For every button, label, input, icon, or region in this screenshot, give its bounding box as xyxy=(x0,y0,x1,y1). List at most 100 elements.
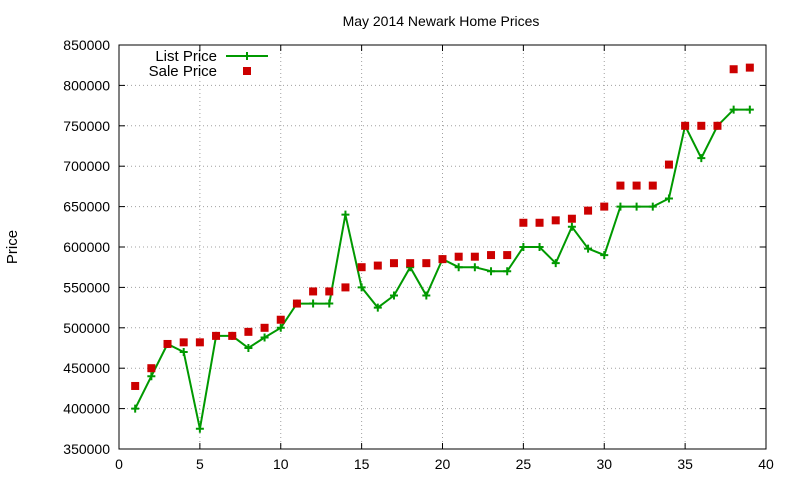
sale-price-point xyxy=(325,287,334,296)
list-price-point xyxy=(535,243,544,251)
x-tick-label: 10 xyxy=(273,456,289,472)
sale-price-point xyxy=(422,259,431,268)
list-price-point xyxy=(131,404,140,413)
list-price-point xyxy=(373,303,382,312)
sale-price-point xyxy=(228,331,237,340)
grid xyxy=(119,45,766,449)
chart-title: May 2014 Newark Home Prices xyxy=(343,13,540,29)
list-price-point xyxy=(244,344,253,352)
y-tick-label: 700000 xyxy=(63,158,110,174)
sale-price-point xyxy=(487,251,496,260)
sale-price-point xyxy=(713,121,722,130)
legend-marker-list-price xyxy=(243,52,251,60)
y-axis-label: Price xyxy=(4,230,21,264)
sale-price-point xyxy=(648,181,657,190)
sale-price-point xyxy=(551,216,560,225)
sale-price-point xyxy=(244,327,253,336)
list-price-point xyxy=(422,291,431,300)
x-tick-label: 30 xyxy=(596,456,612,472)
list-price-point xyxy=(276,323,285,332)
sale-price-point xyxy=(341,283,350,292)
sale-price-point xyxy=(681,121,690,130)
ticks: 0 5 10 15 20 25 30 35 40 350000 400000 450000 500000… xyxy=(63,37,774,472)
y-tick-label: 650000 xyxy=(63,199,110,215)
list-price-point xyxy=(179,348,188,357)
list-price-point xyxy=(147,372,156,381)
y-tick-label: 400000 xyxy=(63,401,110,417)
sale-price-point xyxy=(212,331,221,340)
sale-price-point xyxy=(276,315,285,324)
sale-price-point xyxy=(373,261,382,270)
sale-price-point xyxy=(584,206,593,215)
list-price-point xyxy=(745,105,754,114)
sale-price-point xyxy=(454,252,463,261)
list-price-point xyxy=(357,283,366,292)
sale-price-point xyxy=(309,287,318,296)
list-price-point xyxy=(389,291,398,300)
list-price-point xyxy=(325,299,334,308)
sale-price-point xyxy=(616,181,625,190)
list-price-point xyxy=(567,222,576,231)
list-price-point xyxy=(729,105,738,114)
x-tick-label: 15 xyxy=(354,456,370,472)
x-tick-label: 20 xyxy=(435,456,451,472)
list-price-point xyxy=(584,244,593,253)
list-price-point xyxy=(697,154,706,163)
sale-price-point xyxy=(600,202,609,211)
y-tick-label: 350000 xyxy=(63,441,110,457)
list-price-point xyxy=(260,333,269,342)
sale-price-point xyxy=(260,323,269,332)
list-price-point xyxy=(341,210,350,219)
sale-price-point xyxy=(147,364,156,373)
legend-marker-sale-price xyxy=(243,67,251,75)
y-tick-label: 600000 xyxy=(63,239,110,255)
x-tick-label: 40 xyxy=(758,456,774,472)
list-price-point xyxy=(470,263,479,272)
sale-price-point xyxy=(179,338,188,347)
y-tick-label: 750000 xyxy=(63,118,110,134)
data-marks xyxy=(131,63,754,433)
y-tick-label: 800000 xyxy=(63,77,110,93)
x-tick-label: 5 xyxy=(196,456,204,472)
sale-price-point xyxy=(503,251,512,260)
list-price-point xyxy=(503,267,512,276)
sale-price-point xyxy=(357,263,366,272)
sale-price-point xyxy=(195,338,204,347)
sale-price-point xyxy=(470,252,479,261)
list-price-point xyxy=(519,243,528,251)
sale-price-point xyxy=(632,181,641,190)
sale-price-point xyxy=(664,160,673,169)
list-price-point xyxy=(632,202,641,211)
legend-label-sale-price: Sale Price xyxy=(149,63,217,80)
x-tick-label: 35 xyxy=(677,456,693,472)
list-price-point xyxy=(616,202,625,211)
sale-price-point xyxy=(697,121,706,130)
y-tick-label: 850000 xyxy=(63,37,110,53)
list-price-point xyxy=(664,194,673,203)
sale-price-point xyxy=(406,259,415,268)
y-tick-label: 500000 xyxy=(63,320,110,336)
list-price-point xyxy=(487,267,496,276)
sale-price-point xyxy=(519,218,528,227)
x-tick-label: 0 xyxy=(115,456,123,472)
sale-price-point xyxy=(163,339,172,348)
y-tick-label: 550000 xyxy=(63,279,110,295)
sale-price-point xyxy=(729,65,738,74)
list-price-point xyxy=(648,202,657,211)
list-price-point xyxy=(600,251,609,260)
x-tick-label: 25 xyxy=(516,456,532,472)
sale-price-point xyxy=(535,218,544,227)
sale-price-point xyxy=(292,299,301,308)
list-price-point xyxy=(551,259,560,268)
list-price-point xyxy=(309,299,318,308)
list-price-point xyxy=(195,424,204,433)
list-price-point xyxy=(454,263,463,272)
y-tick-label: 450000 xyxy=(63,360,110,376)
sale-price-point xyxy=(389,259,398,268)
sale-price-point xyxy=(567,214,576,223)
legend-label-list-price: List Price xyxy=(155,48,217,65)
sale-price-point xyxy=(745,63,754,72)
